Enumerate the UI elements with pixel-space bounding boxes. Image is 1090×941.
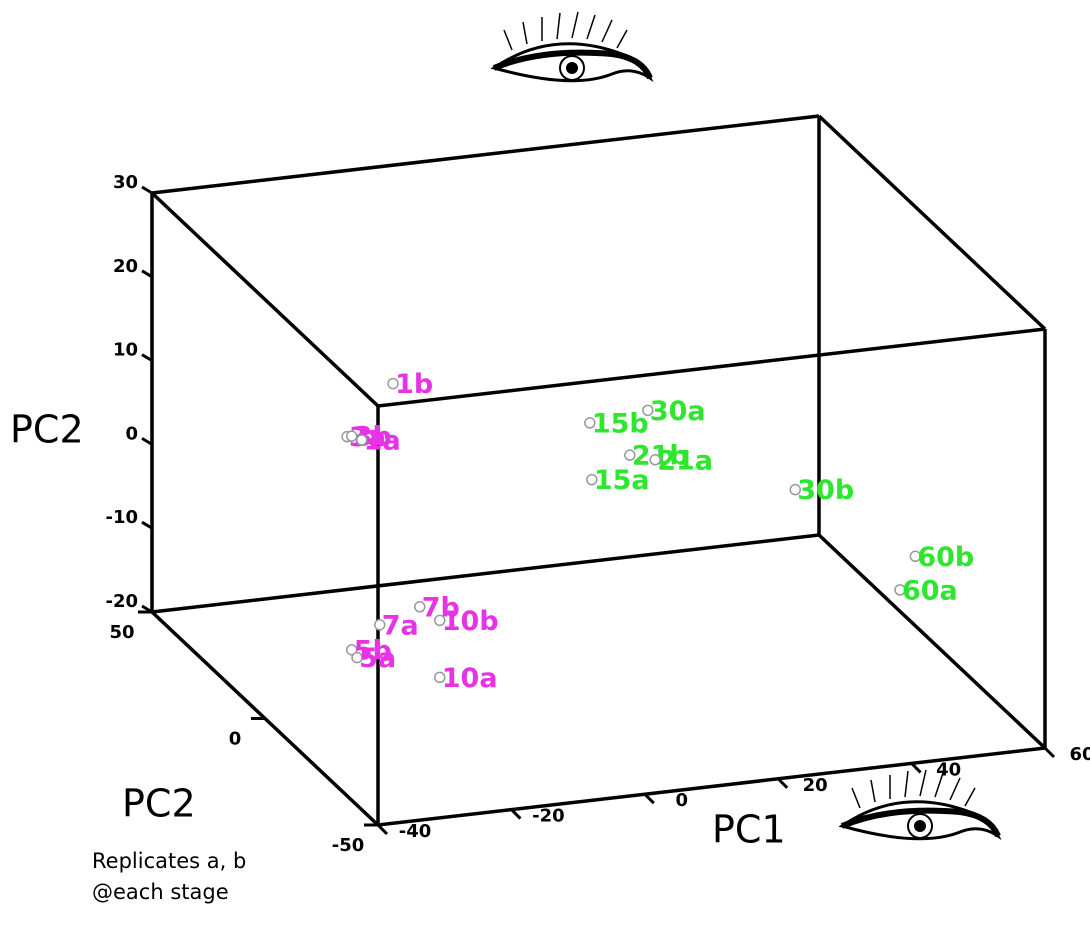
point: [586, 473, 598, 486]
point: [351, 651, 363, 664]
point: [642, 404, 654, 417]
point: [434, 614, 446, 627]
point: [345, 430, 358, 442]
y-tick-label: 10: [113, 340, 138, 361]
eye-top: [490, 11, 654, 83]
x-tick-label: 60: [1069, 744, 1090, 765]
box-edge: [151, 533, 820, 614]
y-tick: [141, 269, 153, 279]
x-tick-label: -40: [399, 821, 432, 842]
y-tick-label: 0: [125, 423, 138, 444]
box-edge: [817, 114, 1047, 331]
y-tick: [141, 520, 153, 530]
box-edge: [150, 191, 380, 408]
x-tick-label: 20: [803, 775, 828, 796]
box-edge: [151, 114, 820, 195]
box-edge: [817, 533, 1047, 750]
y-tick: [141, 353, 153, 362]
x-tick: [1043, 746, 1056, 759]
box-edge: [377, 746, 1046, 827]
x-tick: [510, 808, 522, 820]
z-tick-label: -50: [332, 835, 365, 856]
point-label: 1a: [364, 426, 401, 457]
point-label: 10b: [442, 606, 499, 637]
point-label: 60a: [902, 575, 958, 606]
point: [789, 483, 802, 496]
point: [355, 434, 368, 446]
point: [584, 417, 596, 429]
point-label: 5a: [359, 643, 396, 674]
y-tick: [141, 604, 153, 614]
point-label: 21b: [632, 441, 689, 472]
point-label: 10a: [442, 663, 498, 694]
x-tick-label: 40: [936, 759, 961, 780]
point: [413, 601, 426, 613]
point-label: 30b: [797, 475, 854, 506]
x-tick: [777, 777, 789, 789]
x-tick-label: -20: [532, 806, 565, 827]
x-tick: [376, 823, 389, 836]
y-tick-label: 30: [113, 172, 138, 193]
y-tick-label: -20: [105, 591, 138, 612]
point: [624, 449, 636, 461]
point: [373, 619, 386, 631]
point-label: 15b: [592, 408, 649, 439]
point-label: 21a: [657, 445, 713, 476]
annotation: Replicates a, b: [92, 849, 246, 873]
x-tick: [643, 793, 655, 805]
point: [909, 550, 922, 563]
eye-bottom: [838, 769, 1002, 841]
z-tick-label: 0: [229, 729, 242, 750]
y-axis-label: PC2: [10, 408, 84, 452]
y-tick-label: 20: [113, 256, 138, 277]
point: [434, 671, 446, 684]
x-tick: [910, 762, 922, 774]
y-tick-label: -10: [105, 507, 138, 528]
point-label: 1b: [395, 369, 433, 400]
annotation: @each stage: [92, 880, 229, 904]
box-edge: [377, 327, 1046, 408]
point: [387, 377, 399, 390]
z-axis-label: PC2: [122, 782, 196, 826]
point-label: 7a: [382, 610, 419, 641]
point-label: 30a: [650, 396, 706, 427]
x-tick-label: 0: [676, 790, 689, 811]
point: [345, 644, 358, 656]
point: [894, 584, 906, 596]
point-label: 15a: [594, 465, 650, 496]
point: [649, 454, 661, 466]
point-label: 60b: [917, 542, 974, 573]
x-axis-label: PC1: [712, 808, 786, 852]
y-tick: [141, 437, 153, 446]
y-tick: [141, 185, 153, 195]
z-tick-label: 50: [109, 622, 134, 643]
